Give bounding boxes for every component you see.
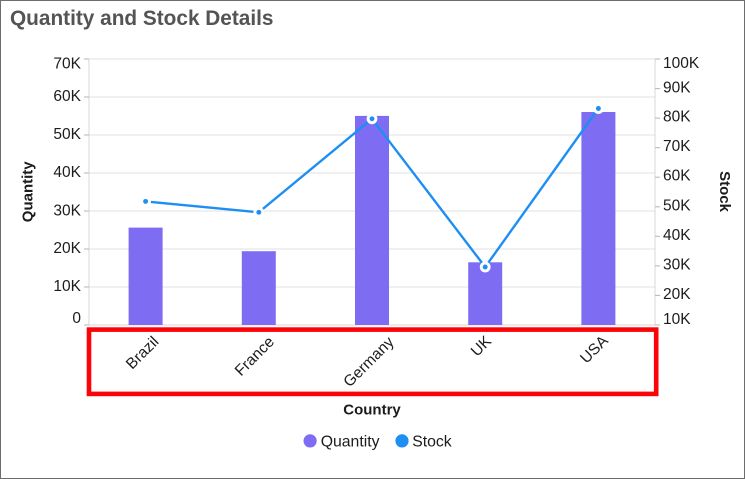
svg-text:50K: 50K bbox=[663, 198, 691, 215]
svg-text:40K: 40K bbox=[54, 164, 82, 181]
svg-text:60K: 60K bbox=[54, 88, 82, 105]
svg-text:France: France bbox=[232, 334, 278, 380]
svg-text:Quantity: Quantity bbox=[321, 434, 380, 451]
svg-text:70K: 70K bbox=[663, 139, 691, 156]
svg-text:40K: 40K bbox=[663, 227, 691, 244]
svg-text:USA: USA bbox=[578, 332, 613, 367]
svg-text:70K: 70K bbox=[54, 56, 82, 73]
svg-text:100K: 100K bbox=[663, 56, 700, 73]
svg-text:10K: 10K bbox=[663, 312, 691, 329]
svg-text:Quantity: Quantity bbox=[20, 161, 37, 222]
svg-text:20K: 20K bbox=[663, 287, 691, 304]
svg-text:30K: 30K bbox=[663, 257, 691, 274]
svg-text:90K: 90K bbox=[663, 80, 691, 97]
svg-text:Brazil: Brazil bbox=[123, 334, 162, 373]
svg-text:10K: 10K bbox=[54, 278, 82, 295]
svg-text:50K: 50K bbox=[54, 126, 82, 143]
svg-text:Stock: Stock bbox=[413, 434, 453, 451]
svg-text:30K: 30K bbox=[54, 203, 82, 220]
svg-text:80K: 80K bbox=[663, 109, 691, 126]
svg-text:0: 0 bbox=[73, 310, 82, 327]
svg-text:Stock: Stock bbox=[717, 171, 734, 213]
svg-text:Germany: Germany bbox=[341, 334, 398, 391]
svg-text:UK: UK bbox=[468, 333, 496, 361]
svg-text:60K: 60K bbox=[663, 168, 691, 185]
svg-text:Quantity and Stock Details: Quantity and Stock Details bbox=[10, 7, 274, 30]
svg-text:20K: 20K bbox=[54, 240, 82, 257]
svg-text:Country: Country bbox=[344, 402, 402, 419]
